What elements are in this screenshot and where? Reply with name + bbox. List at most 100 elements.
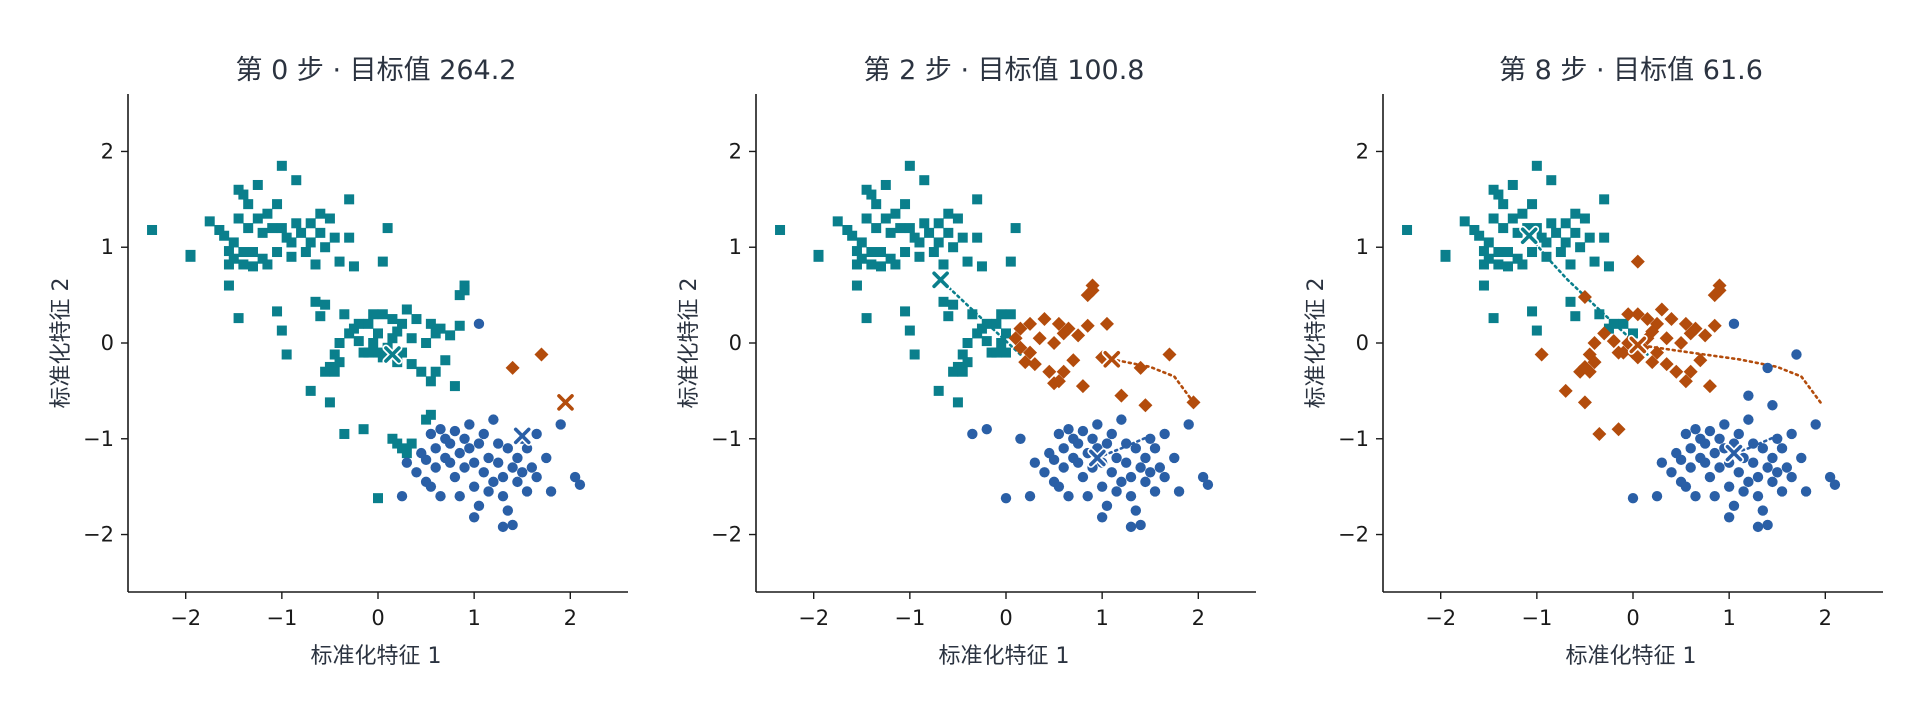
centroid-cross xyxy=(1103,350,1121,368)
data-point-circle xyxy=(497,491,509,502)
data-point-square xyxy=(425,409,436,420)
data-point-square xyxy=(866,259,877,270)
data-point-square xyxy=(204,216,215,227)
data-point-square xyxy=(1527,247,1538,258)
data-point-circle xyxy=(1183,419,1194,430)
data-point-square xyxy=(1560,218,1571,229)
data-point-square xyxy=(1483,253,1494,264)
data-point-circle xyxy=(1106,467,1117,478)
data-point-circle xyxy=(1082,491,1093,502)
centroid-cross xyxy=(932,271,949,289)
data-point-diamond xyxy=(1630,350,1645,365)
data-point-diamond xyxy=(1621,307,1636,322)
data-point-square xyxy=(406,333,417,344)
data-point-square xyxy=(147,224,158,235)
data-point-diamond xyxy=(1659,331,1674,346)
data-point-diamond xyxy=(1650,345,1665,360)
data-point-diamond xyxy=(1051,316,1066,331)
data-point-square xyxy=(397,318,408,329)
data-point-circle xyxy=(1053,428,1065,440)
data-point-square xyxy=(909,349,920,360)
y-axis-label: 标准化特征 2 xyxy=(1304,278,1329,409)
x-tick-label: −1 xyxy=(894,606,925,630)
data-point-diamond xyxy=(1640,312,1655,327)
data-point-square xyxy=(1517,208,1528,219)
data-point-circle xyxy=(1111,452,1122,464)
panel-title: 第 8 步 · 目标值 61.6 xyxy=(1499,55,1763,86)
data-point-circle xyxy=(492,438,504,449)
data-point-square xyxy=(967,309,978,320)
data-point-circle xyxy=(1651,491,1663,502)
data-point-square xyxy=(847,230,858,241)
data-point-circle xyxy=(1733,428,1744,440)
data-point-square xyxy=(286,251,297,262)
data-point-circle xyxy=(473,318,485,330)
data-point-circle xyxy=(1776,443,1788,454)
data-point-circle xyxy=(502,505,514,516)
y-tick-label: −1 xyxy=(83,427,114,451)
data-point-circle xyxy=(569,471,581,483)
data-point-diamond xyxy=(505,360,520,375)
data-point-diamond xyxy=(1630,254,1645,269)
data-point-diamond xyxy=(1587,355,1602,370)
data-point-square xyxy=(334,338,345,348)
data-point-square xyxy=(392,326,403,337)
data-point-circle xyxy=(1781,462,1793,473)
data-point-square xyxy=(1531,325,1542,336)
x-tick-label: 0 xyxy=(1626,606,1639,630)
x-tick-label: 1 xyxy=(467,606,480,630)
data-point-square xyxy=(353,336,364,347)
data-point-square xyxy=(885,253,896,264)
data-point-square xyxy=(445,330,456,341)
data-point-circle xyxy=(473,438,485,449)
data-point-square xyxy=(425,318,436,329)
data-point-circle xyxy=(1767,476,1778,488)
panel-title: 第 0 步 · 目标值 264.2 xyxy=(236,55,517,86)
data-point-diamond xyxy=(1066,353,1081,368)
data-point-square xyxy=(1488,213,1499,224)
data-point-square xyxy=(1570,208,1581,219)
data-point-square xyxy=(440,355,451,366)
data-point-circle xyxy=(1145,433,1156,444)
data-point-square xyxy=(1603,261,1614,272)
data-point-square xyxy=(981,336,992,347)
data-point-diamond xyxy=(1085,283,1100,298)
panel-step-2: 第 2 步 · 目标值 100.8 标准化特征 1 标准化特征 2 −2 −1 0 1… xyxy=(677,55,1256,669)
y-tick-label: 0 xyxy=(729,331,742,355)
data-point-square xyxy=(238,189,249,200)
data-point-diamond xyxy=(1712,283,1727,298)
data-point-diamond xyxy=(1558,383,1573,398)
data-point-circle xyxy=(1762,519,1773,531)
data-point-diamond xyxy=(1616,345,1631,360)
data-point-square xyxy=(401,448,412,459)
data-point-diamond xyxy=(1597,326,1612,341)
data-point-diamond xyxy=(1013,340,1028,355)
data-point-square xyxy=(1483,237,1494,248)
data-point-square xyxy=(272,306,283,317)
data-point-square xyxy=(1541,251,1552,262)
data-point-circle xyxy=(1197,471,1209,483)
data-point-diamond xyxy=(1133,360,1148,375)
data-point-square xyxy=(291,175,302,186)
data-point-circle xyxy=(444,438,456,449)
data-point-circle xyxy=(449,471,461,483)
y-tick-label: 2 xyxy=(1356,139,1369,163)
data-point-square xyxy=(938,259,949,270)
data-point-square xyxy=(272,247,283,258)
data-point-circle xyxy=(416,447,427,459)
data-point-circle xyxy=(1106,428,1117,440)
data-point-circle xyxy=(396,491,408,502)
y-tick-label: 2 xyxy=(729,139,742,163)
data-point-square xyxy=(344,232,355,243)
data-point-circle xyxy=(1709,491,1720,502)
data-point-circle xyxy=(468,457,480,468)
data-point-circle xyxy=(1752,491,1764,502)
x-tick-label: −1 xyxy=(266,606,297,630)
data-point-circle xyxy=(1747,438,1759,449)
data-point-square xyxy=(1551,227,1562,238)
data-point-square xyxy=(904,160,915,171)
data-point-circle xyxy=(574,479,586,490)
data-point-square xyxy=(406,359,417,370)
data-point-circle xyxy=(1699,438,1711,449)
centroid-cross xyxy=(1725,444,1743,462)
